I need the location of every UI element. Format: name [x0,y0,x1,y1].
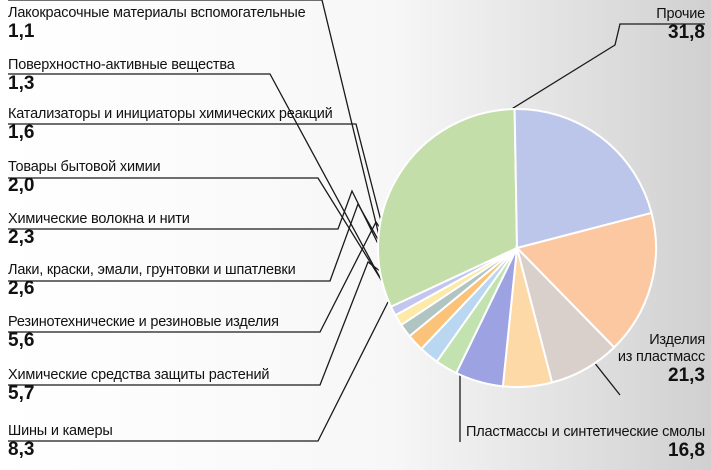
label-prochie: Прочие 31,8 [656,6,705,43]
label-plastmassy-smoly: Пластмассы и синтетические смолы 16,8 [466,424,705,461]
slice-value: 16,8 [668,440,705,461]
slice-label: Химические волокна и нити [8,211,190,227]
label-rezino: Резинотехнические и резиновые изделия 5,… [8,314,279,351]
pie-slice-prochie [377,108,519,309]
slice-value: 31,8 [668,22,705,43]
label-lkm: Лакокрасочные материалы вспомогательные … [8,5,306,42]
slice-value: 8,3 [8,439,35,460]
label-laki: Лаки, краски, эмали, грунтовки и шпатлев… [8,262,296,299]
slice-value: 2,3 [8,227,35,248]
slice-value: 2,0 [8,175,35,196]
slice-label: Лакокрасочные материалы вспомогательные [8,5,306,21]
slice-label: Лаки, краски, эмали, грунтовки и шпатлев… [8,262,296,278]
label-volokna: Химические волокна и нити 2,3 [8,211,190,248]
slice-value: 2,6 [8,278,35,299]
leader-line-lkm [8,0,398,310]
slice-label: Поверхностно-активные вещества [8,57,235,73]
slice-label: Прочие [656,6,705,22]
slice-label: Химические средства защиты растений [8,367,270,383]
slice-value: 1,3 [8,73,35,94]
slice-label-line-1: Изделия [649,332,705,348]
slice-label: Пластмассы и синтетические смолы [466,424,705,440]
label-katalizatory: Катализаторы и инициаторы химических реа… [8,106,333,143]
pie-slice-plastmassy_smoly [515,211,657,349]
slice-label: Товары бытовой химии [8,159,161,175]
label-pav: Поверхностно-активные вещества 1,3 [8,57,235,94]
slice-label: Резинотехнические и резиновые изделия [8,314,279,330]
slice-value: 5,6 [8,330,35,351]
slice-label: Катализаторы и инициаторы химических реа… [8,106,333,122]
slice-value: 21,3 [668,365,705,386]
slice-label: Шины и камеры [8,423,113,439]
slice-value: 1,6 [8,122,35,143]
slice-value: 5,7 [8,383,35,404]
pie-slice-lkm [389,247,518,317]
pie-slice-plastmass_izd [513,108,653,250]
label-shiny: Шины и камеры 8,3 [8,423,113,460]
pie-slices [377,108,657,388]
label-bytovaya: Товары бытовой химии 2,0 [8,159,161,196]
leader-line-pav [8,73,403,319]
label-him-sredstva: Химические средства защиты растений 5,7 [8,367,269,404]
label-plastmass-izd: Изделия из пластмасс 21,3 [618,332,705,386]
slice-label-line-2: из пластмасс [617,349,705,365]
slice-value: 1,1 [8,21,35,42]
